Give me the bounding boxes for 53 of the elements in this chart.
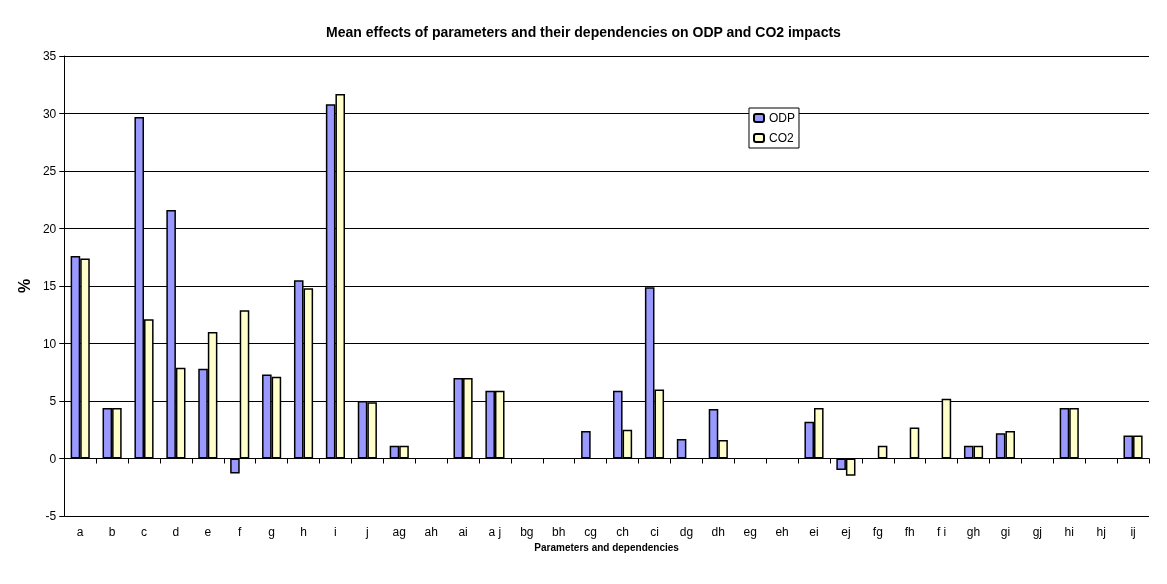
x-tick-label: ij [1130, 525, 1136, 539]
x-tick-label: i [334, 525, 337, 539]
x-tick-label: eh [775, 525, 789, 539]
y-tick-label: 30 [42, 106, 57, 121]
bar [909, 427, 920, 459]
y-tick-label: 0 [49, 451, 57, 466]
x-tick-label: c [141, 525, 148, 539]
x-tick-label: fh [904, 525, 915, 539]
legend-label: ODP [769, 111, 796, 125]
x-tick-label: ch [616, 525, 629, 539]
x-tick-label: d [172, 525, 180, 539]
y-tick-label: 5 [49, 394, 57, 408]
x-tick-label: a j [488, 525, 502, 539]
x-tick-label: e [204, 525, 212, 539]
x-tick-label: g [268, 525, 275, 539]
bar [676, 438, 687, 459]
x-tick-label: gh [966, 525, 981, 539]
y-tick-label: 15 [42, 279, 57, 293]
x-tick-label: gi [1000, 525, 1011, 539]
x-tick-label: ej [841, 525, 851, 539]
x-tick-label: j [365, 525, 369, 539]
x-tick-label: gj [1032, 525, 1043, 539]
legend-label: CO2 [769, 131, 794, 145]
x-tick-label: f [238, 525, 243, 539]
x-tick-label: bg [520, 525, 534, 539]
y-tick-label: 35 [42, 49, 57, 63]
x-tick-label: hj [1096, 525, 1106, 539]
y-tick-label: 25 [42, 164, 57, 178]
x-tick-label: ah [424, 525, 438, 539]
y-tick-label: 10 [42, 336, 57, 351]
x-tick-label: a [76, 525, 84, 539]
x-tick-label: dh [711, 525, 725, 539]
y-tick-label: 20 [42, 221, 57, 236]
chart-title: Mean effects of parameters and their dependencies on ODP and CO2 impacts [326, 24, 842, 40]
x-tick-label: ei [809, 525, 819, 539]
x-tick-label: dg [679, 525, 694, 539]
x-tick-label: h [300, 525, 307, 539]
x-tick-label: bh [552, 525, 566, 539]
x-tick-label: ci [650, 525, 659, 539]
bar [581, 430, 591, 459]
bar [877, 445, 888, 459]
x-tick-label: fg [872, 525, 883, 539]
x-tick-label: ai [458, 525, 468, 539]
x-tick-label: eg [743, 525, 757, 539]
x-tick-label: b [108, 525, 116, 539]
x-tick-label: hi [1064, 525, 1074, 539]
x-tick-label: ag [392, 525, 406, 539]
bar [230, 458, 240, 474]
y-axis-title: % [15, 278, 33, 294]
x-tick-label: f i [936, 525, 947, 539]
x-axis-title: Parameters and dependencies [534, 542, 680, 554]
x-tick-label: cg [584, 525, 598, 539]
y-tick-label: -5 [45, 509, 57, 523]
